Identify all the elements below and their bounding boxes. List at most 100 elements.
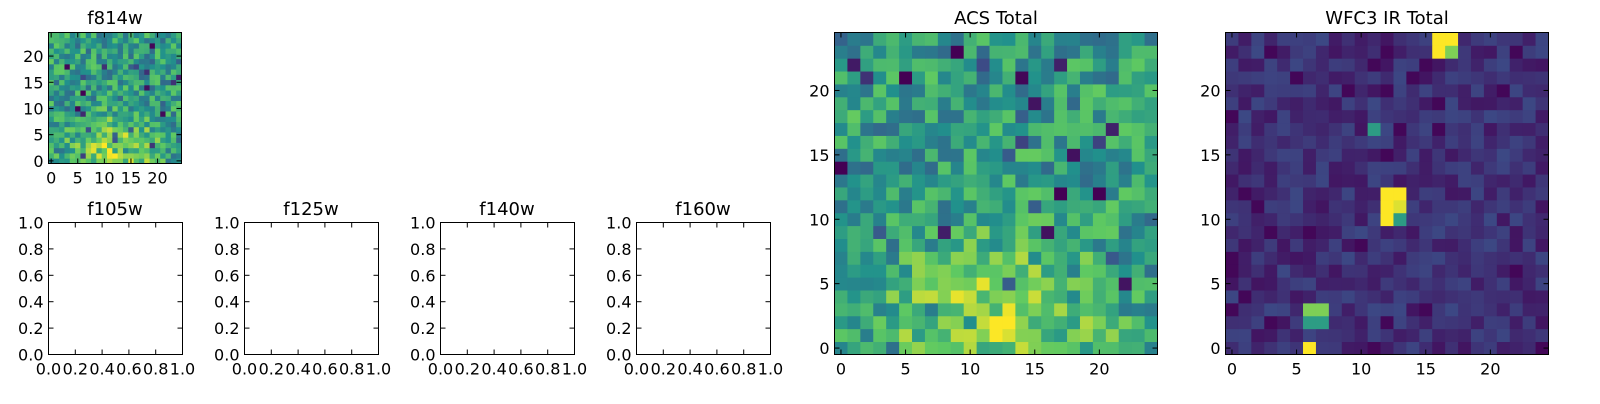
- heatmap-cell: [1251, 212, 1265, 227]
- heatmap-cell: [1118, 315, 1133, 330]
- heatmap-cell: [1290, 32, 1304, 46]
- heatmap-cell: [101, 137, 108, 143]
- heatmap-cell: [117, 137, 124, 143]
- heatmap-cell: [847, 45, 861, 59]
- heatmap-cell: [138, 147, 145, 154]
- heatmap-cell: [133, 111, 140, 117]
- heatmap-cell: [1002, 225, 1016, 239]
- heatmap-cell: [144, 153, 150, 159]
- heatmap-cell: [1496, 109, 1511, 124]
- heatmap-cell: [1432, 109, 1446, 124]
- heatmap-cell: [101, 58, 108, 65]
- heatmap-cell: [138, 53, 145, 60]
- panel-title: f125w: [283, 199, 338, 220]
- heatmap-cell: [1118, 251, 1133, 265]
- heatmap-cell: [91, 32, 97, 39]
- heatmap-cell: [1380, 96, 1394, 111]
- heatmap-cell: [1092, 32, 1107, 46]
- heatmap-cell: [96, 42, 103, 49]
- heatmap-cell: [64, 158, 71, 164]
- heatmap-cell: [101, 79, 108, 86]
- heatmap-cell: [1380, 264, 1394, 278]
- heatmap-cell: [1028, 251, 1042, 265]
- heatmap-cell: [69, 48, 76, 54]
- heatmap-cell: [1225, 187, 1239, 201]
- heatmap-cell: [1118, 277, 1133, 291]
- heatmap-cell: [1458, 328, 1472, 343]
- heatmap-cell: [59, 147, 65, 154]
- heatmap-cell: [937, 302, 952, 317]
- heatmap-cell: [1002, 251, 1016, 265]
- heatmap-cell: [96, 111, 103, 117]
- heatmap-cell: [860, 290, 874, 304]
- heatmap-cell: [1054, 71, 1068, 85]
- heatmap-cell: [1015, 199, 1029, 214]
- heatmap-cell: [149, 53, 156, 60]
- heatmap-cell: [107, 100, 113, 107]
- heatmap-cell: [1315, 174, 1330, 188]
- heatmap-cell: [1238, 84, 1252, 98]
- heatmap-cell: [1041, 328, 1055, 343]
- heatmap-cell: [117, 37, 124, 44]
- heatmap-cell: [1303, 328, 1317, 343]
- heatmap-cell: [69, 69, 76, 75]
- heatmap-cell: [1458, 315, 1472, 330]
- heatmap-cell: [1483, 225, 1498, 239]
- y-tick-label: 10: [1200, 210, 1220, 229]
- heatmap-cell: [1328, 135, 1343, 149]
- heatmap-cell: [1496, 290, 1511, 304]
- heatmap-cell: [107, 132, 113, 138]
- heatmap-cell: [53, 58, 60, 65]
- heatmap-cell: [834, 277, 848, 291]
- heatmap-cell: [1509, 315, 1524, 330]
- heatmap-cell: [165, 132, 172, 138]
- heatmap-cell: [1354, 277, 1369, 291]
- heatmap-cell: [1367, 277, 1381, 291]
- heatmap-cell: [160, 42, 166, 49]
- heatmap-cell: [1028, 341, 1042, 355]
- heatmap-cell: [1509, 328, 1524, 343]
- heatmap-cell: [59, 137, 65, 143]
- heatmap-cell: [133, 90, 140, 96]
- heatmap-cell: [1406, 199, 1420, 214]
- heatmap-cell: [1470, 32, 1485, 46]
- heatmap-cell: [834, 225, 848, 239]
- heatmap-cell: [1354, 122, 1369, 136]
- heatmap-cell: [122, 42, 129, 49]
- heatmap-cell: [924, 187, 939, 201]
- heatmap-cell: [1144, 277, 1158, 291]
- heatmap-cell: [176, 90, 182, 96]
- heatmap-cell: [899, 315, 913, 330]
- heatmap-cell: [1341, 187, 1356, 201]
- heatmap-cell: [59, 32, 65, 39]
- heatmap-cell: [64, 126, 71, 133]
- heatmap-cell: [1483, 315, 1498, 330]
- heatmap-cell: [860, 277, 874, 291]
- heatmap-cell: [138, 42, 145, 49]
- heatmap-cell: [1367, 199, 1381, 214]
- heatmap-cell: [69, 116, 76, 122]
- heatmap-cell: [1144, 161, 1158, 175]
- heatmap-cell: [107, 48, 113, 54]
- heatmap-cell: [950, 84, 965, 98]
- heatmap-cell: [860, 341, 874, 355]
- heatmap-cell: [1432, 32, 1446, 46]
- heatmap-cell: [53, 116, 60, 122]
- heatmap-cell: [144, 69, 150, 75]
- heatmap-cell: [59, 63, 65, 70]
- heatmap-cell: [873, 58, 887, 72]
- heatmap-cell: [149, 58, 156, 65]
- heatmap-cell: [59, 132, 65, 138]
- heatmap-cell: [1079, 225, 1094, 239]
- heatmap-cell: [1419, 161, 1433, 175]
- y-tick-label: 20: [1200, 81, 1220, 100]
- heatmap-cell: [989, 58, 1003, 72]
- heatmap-cell: [1144, 225, 1158, 239]
- heatmap-cell: [75, 69, 81, 75]
- heatmap-cell: [1002, 45, 1016, 59]
- heatmap-cell: [1380, 225, 1394, 239]
- heatmap-cell: [1367, 96, 1381, 111]
- heatmap-cell: [1432, 251, 1446, 265]
- heatmap-cell: [873, 277, 887, 291]
- heatmap-cell: [1315, 302, 1330, 317]
